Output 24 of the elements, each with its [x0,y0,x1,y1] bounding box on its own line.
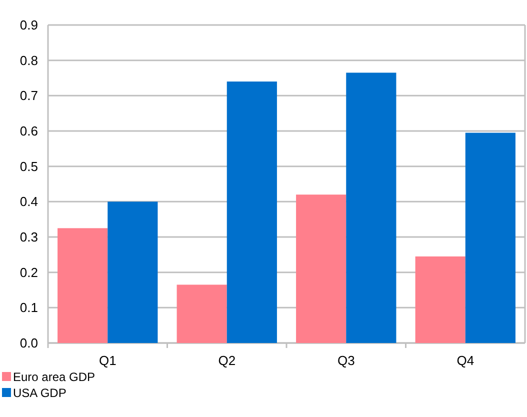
y-tick-label: 0.6 [20,124,38,139]
y-tick-label: 0.5 [20,158,38,174]
x-tick-label: Q4 [456,353,474,368]
x-tick-label: Q2 [218,353,236,368]
bar [346,72,396,343]
y-tick-label: 0.4 [20,194,38,210]
bar [415,256,466,343]
x-tick-label: Q1 [98,353,116,368]
legend-label: USA GDP [13,386,66,400]
y-tick-label: 0.3 [20,230,38,245]
bar [176,284,227,343]
bar [226,82,277,343]
bar [465,132,516,343]
bar [296,194,346,343]
legend-label: Euro area GDP [13,370,96,384]
bar [108,202,158,343]
y-tick-label: 0.7 [20,88,38,104]
y-tick-label: 0.0 [20,336,38,351]
bar [58,228,108,343]
y-tick-label: 0.2 [20,264,38,280]
y-tick-label: 0.8 [20,52,38,68]
y-tick-label: 0.9 [20,18,38,33]
y-tick-label: 0.1 [20,300,38,316]
x-tick-label: Q3 [337,353,355,368]
